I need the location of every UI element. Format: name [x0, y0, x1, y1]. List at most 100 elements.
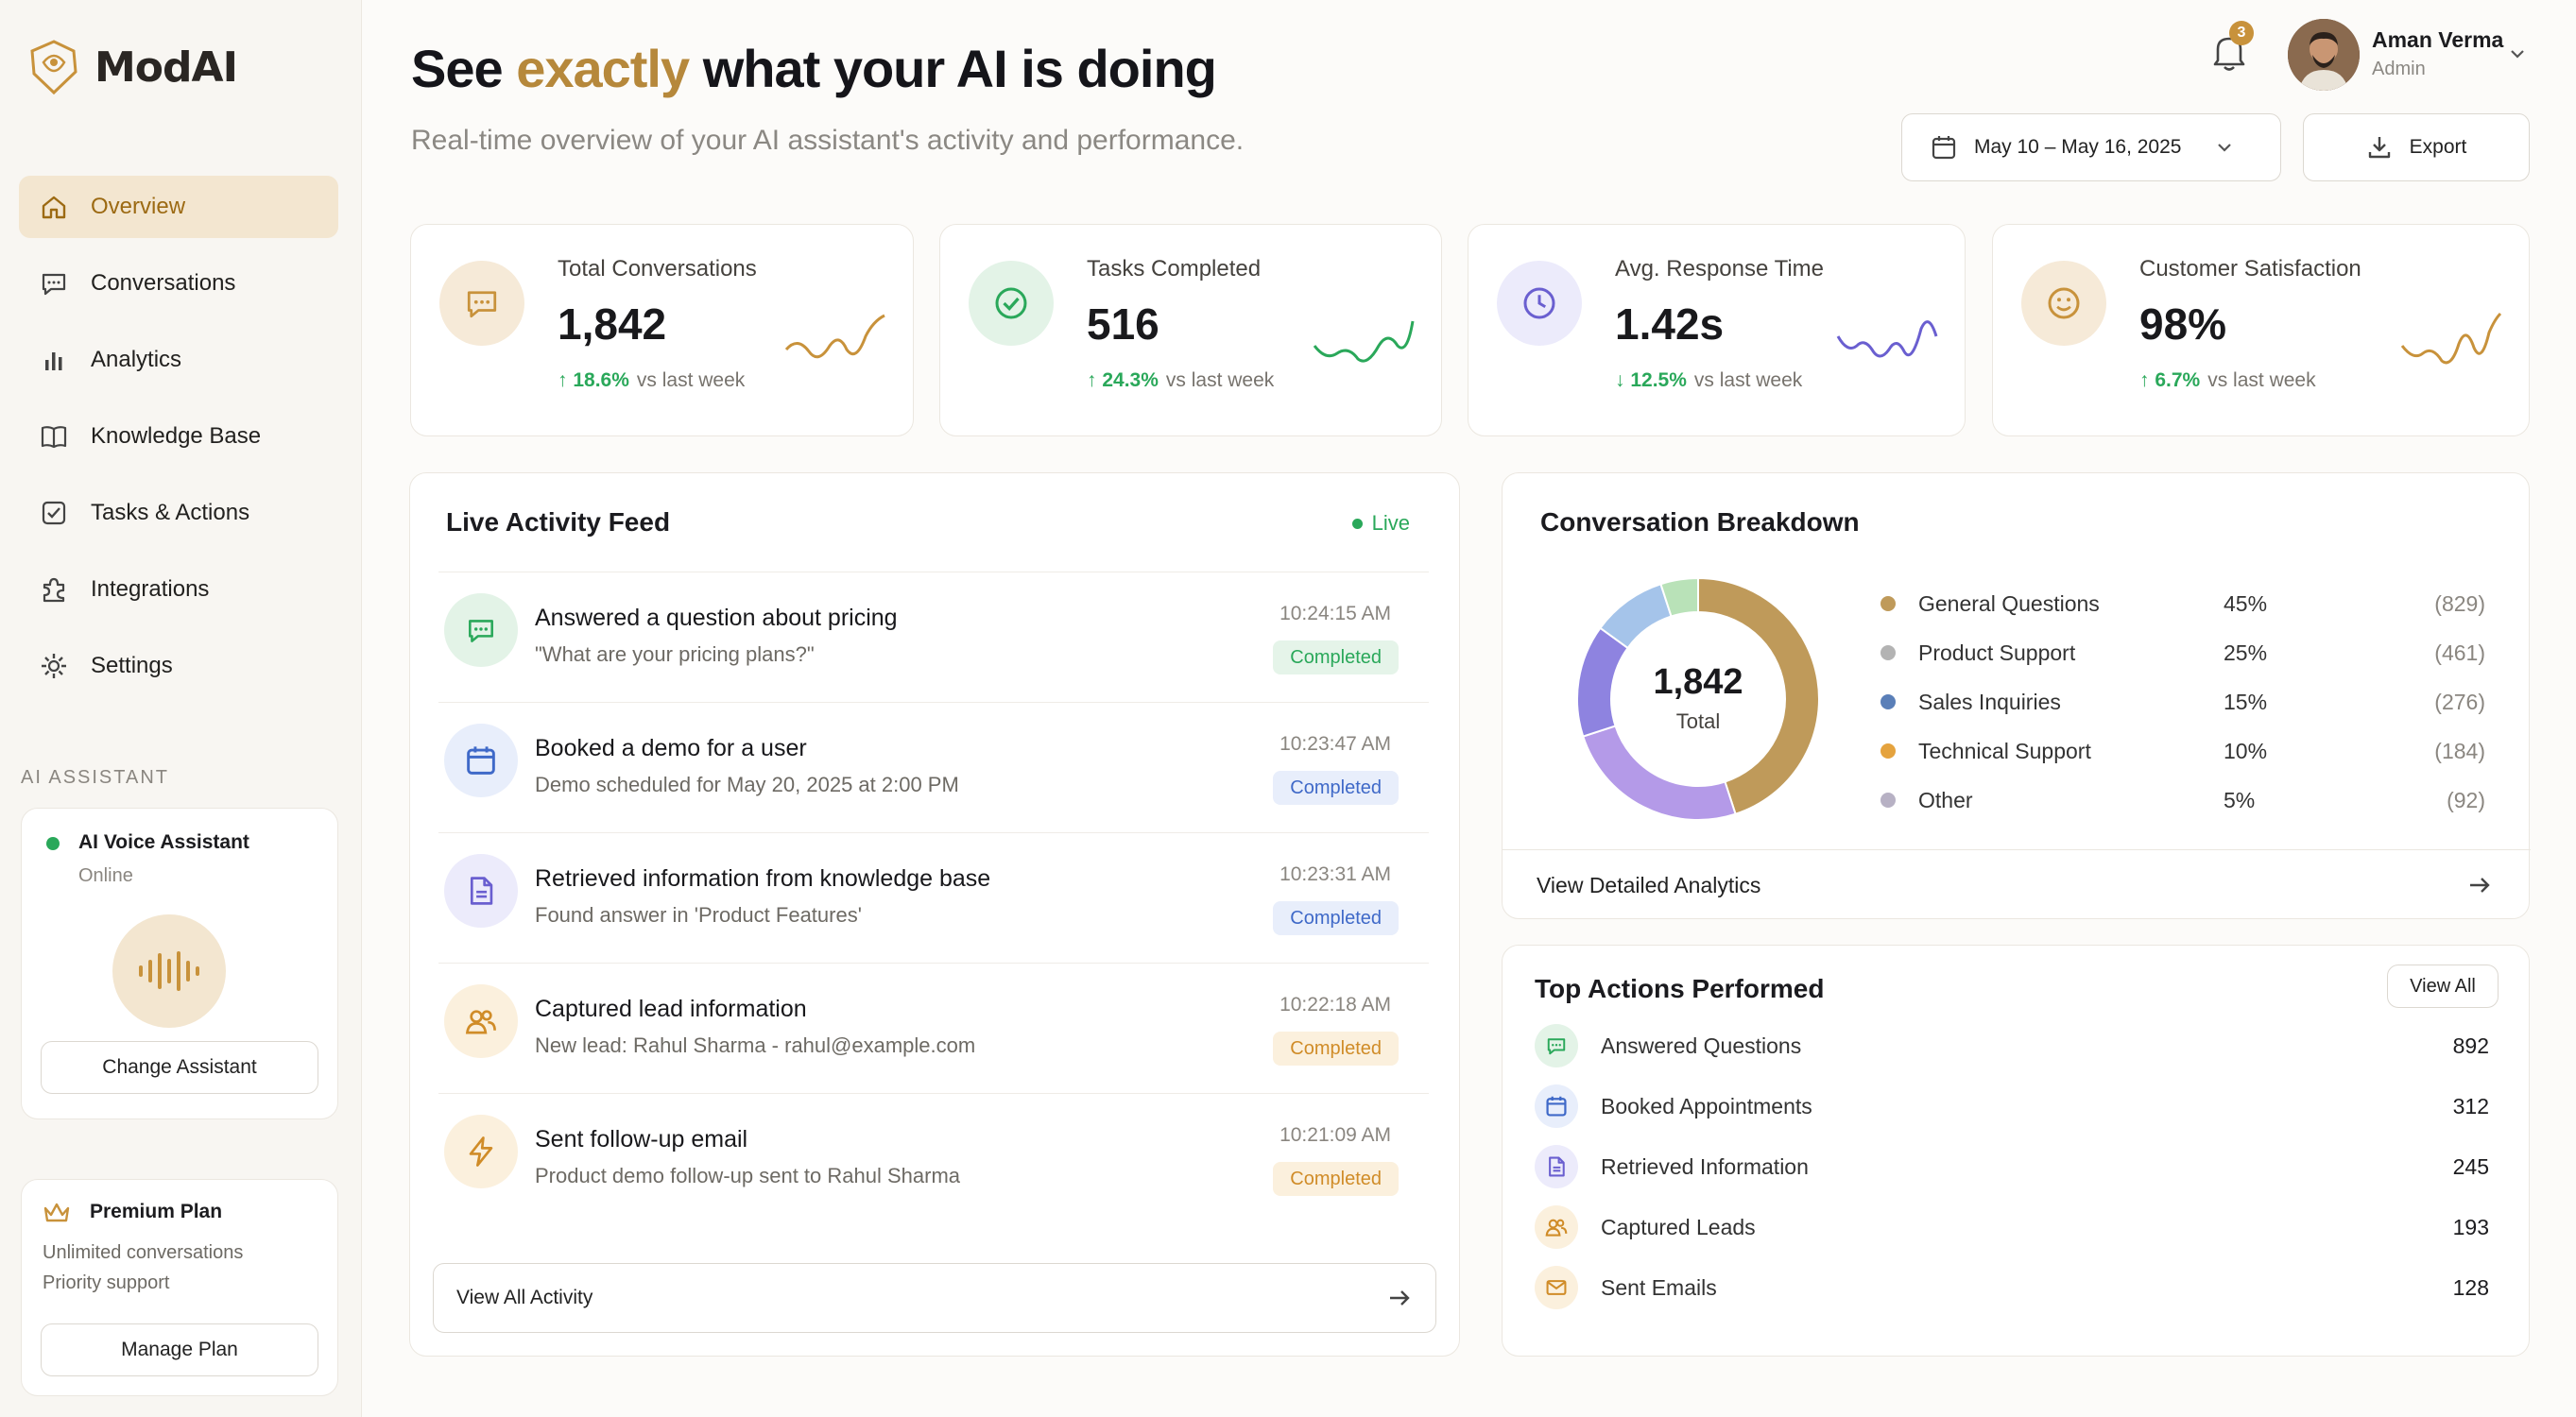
avatar[interactable]	[2288, 19, 2360, 91]
check-circle-icon	[969, 261, 1054, 346]
actions-title: Top Actions Performed	[1535, 974, 1825, 1003]
feed-item-title: Retrieved information from knowledge bas…	[535, 865, 991, 892]
legend-percent: 15%	[2224, 689, 2268, 714]
list-item[interactable]: Answered a question about pricing "What …	[438, 572, 1429, 702]
users-icon	[444, 984, 518, 1058]
stat-value: 516	[1087, 299, 1159, 349]
breakdown-title: Conversation Breakdown	[1540, 507, 1860, 537]
sidebar-item-label: Tasks & Actions	[91, 500, 250, 525]
crown-icon	[43, 1203, 70, 1222]
date-range-label: May 10 – May 16, 2025	[1974, 136, 2182, 158]
user-role: Admin	[2372, 59, 2426, 79]
legend-label: Other	[1918, 787, 1973, 812]
change-assistant-button[interactable]: Change Assistant	[41, 1041, 318, 1094]
sidebar-item-integrations[interactable]: Integrations	[19, 558, 338, 621]
assistant-name: AI Voice Assistant	[78, 831, 249, 853]
sidebar-nav: Overview Conversations Analytics Knowled…	[19, 176, 338, 711]
stat-card-satisfaction[interactable]: Customer Satisfaction 98% ↑ 6.7% vs last …	[1992, 224, 2530, 436]
bolt-icon	[444, 1115, 518, 1188]
chevron-down-icon	[2218, 144, 2232, 152]
view-all-activity-button[interactable]: View All Activity	[433, 1263, 1436, 1333]
stat-label: Avg. Response Time	[1615, 256, 1825, 282]
list-item[interactable]: Captured lead information New lead: Rahu…	[438, 963, 1429, 1093]
arrow-right-icon	[1390, 1290, 1410, 1306]
donut-slice-general-questions[interactable]	[1697, 576, 1820, 815]
app-logo[interactable]: ModAI	[26, 38, 238, 96]
sidebar-item-label: Overview	[91, 194, 186, 219]
list-item[interactable]: Retrieved Information 245	[1535, 1138, 2489, 1195]
section-title-ai-assistant: AI ASSISTANT	[21, 767, 169, 788]
list-item[interactable]: Sent follow-up email Product demo follow…	[438, 1093, 1429, 1223]
export-label: Export	[2409, 136, 2467, 158]
view-all-activity-label: View All Activity	[456, 1287, 593, 1308]
chat-icon	[38, 267, 70, 299]
list-item[interactable]: Sent Emails 128	[1535, 1259, 2489, 1316]
legend-percent: 45%	[2224, 590, 2268, 616]
legend-item: Other 5% (92)	[1880, 776, 2485, 825]
chart-legend: General Questions 45% (829) Product Support…	[1880, 579, 2485, 825]
list-item[interactable]: Retrieved information from knowledge bas…	[438, 832, 1429, 963]
date-range-picker[interactable]: May 10 – May 16, 2025	[1901, 113, 2281, 181]
legend-dot	[1880, 694, 1896, 709]
app-name: ModAI	[94, 43, 238, 92]
feed-title: Live Activity Feed	[446, 507, 671, 537]
sidebar-item-knowledge-base[interactable]: Knowledge Base	[19, 405, 338, 468]
title-accent: exactly	[516, 39, 690, 98]
sidebar-item-analytics[interactable]: Analytics	[19, 329, 338, 391]
action-name: Sent Emails	[1601, 1274, 1717, 1300]
legend-label: Sales Inquiries	[1918, 689, 2061, 714]
action-count: 128	[2452, 1274, 2489, 1300]
bar-chart-icon	[38, 344, 70, 376]
plan-feature: Priority support	[43, 1272, 170, 1293]
stat-label: Customer Satisfaction	[2139, 256, 2361, 282]
legend-label: General Questions	[1918, 590, 2100, 616]
arrow-up-icon: ↑	[2139, 369, 2155, 391]
sparkline	[1836, 320, 1938, 358]
legend-label: Product Support	[1918, 640, 2076, 665]
sidebar-item-label: Settings	[91, 653, 173, 678]
chevron-down-icon[interactable]	[2507, 43, 2528, 64]
list-item[interactable]: Booked Appointments 312	[1535, 1078, 2489, 1135]
list-item[interactable]: Answered Questions 892	[1535, 1017, 2489, 1074]
action-count: 193	[2452, 1214, 2489, 1239]
user-name[interactable]: Aman Verma	[2372, 27, 2504, 52]
home-icon	[38, 191, 70, 223]
donut-slice-product-support[interactable]	[1582, 725, 1737, 821]
feed-item-desc: Demo scheduled for May 20, 2025 at 2:00 …	[535, 773, 959, 796]
export-button[interactable]: Export	[2303, 113, 2530, 181]
legend-dot	[1880, 645, 1896, 660]
document-icon	[444, 854, 518, 928]
donut-slice-other[interactable]	[1659, 576, 1699, 618]
stat-card-tasks[interactable]: Tasks Completed 516 ↑ 24.3% vs last week	[939, 224, 1442, 436]
sidebar-item-tasks-actions[interactable]: Tasks & Actions	[19, 482, 338, 544]
notification-badge: 3	[2229, 21, 2254, 45]
status-badge: Completed	[1273, 1032, 1399, 1066]
stat-card-response-time[interactable]: Avg. Response Time 1.42s ↓ 12.5% vs last …	[1468, 224, 1966, 436]
stat-card-conversations[interactable]: Total Conversations 1,842 ↑ 18.6% vs last…	[410, 224, 914, 436]
action-count: 312	[2452, 1093, 2489, 1118]
sidebar-item-overview[interactable]: Overview	[19, 176, 338, 238]
list-item[interactable]: Booked a demo for a user Demo scheduled …	[438, 702, 1429, 832]
legend-count: (829)	[2434, 590, 2485, 616]
stat-label: Tasks Completed	[1087, 256, 1262, 282]
legend-dot	[1880, 743, 1896, 759]
donut-chart	[1576, 576, 1820, 821]
plan-card: Premium Plan Unlimited conversations Pri…	[21, 1179, 338, 1396]
sidebar-item-settings[interactable]: Settings	[19, 635, 338, 697]
view-all-button[interactable]: View All	[2387, 965, 2499, 1008]
smile-icon	[2021, 261, 2106, 346]
main-content: See exactly what your AI is doing Real-t…	[362, 0, 2576, 1417]
sidebar-item-conversations[interactable]: Conversations	[19, 252, 338, 315]
feed-item-title: Sent follow-up email	[535, 1126, 748, 1152]
view-detailed-analytics-link[interactable]: View Detailed Analytics	[1503, 849, 2531, 920]
chat-icon	[439, 261, 524, 346]
voice-wave-icon[interactable]	[112, 914, 226, 1028]
legend-percent: 10%	[2224, 738, 2268, 763]
feed-item-time: 10:23:47 AM	[1279, 733, 1391, 755]
feed-item-time: 10:21:09 AM	[1279, 1124, 1391, 1146]
legend-count: (461)	[2434, 640, 2485, 665]
users-icon	[1535, 1205, 1578, 1249]
list-item[interactable]: Captured Leads 193	[1535, 1199, 2489, 1255]
page-title: See exactly what your AI is doing	[411, 39, 1217, 98]
manage-plan-button[interactable]: Manage Plan	[41, 1323, 318, 1376]
